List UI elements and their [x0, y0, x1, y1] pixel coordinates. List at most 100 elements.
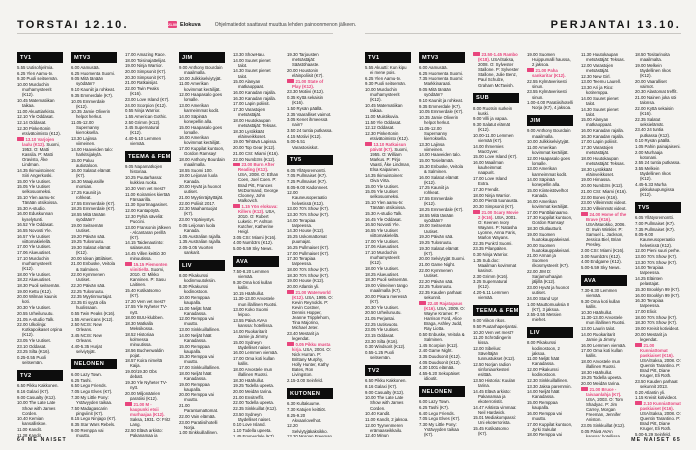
- program-listing: 10.05 Emmerdale (K12).: [71, 98, 105, 109]
- program-listing: 14.45 Elävä arkisto: Pakanamaa ja ekoter…: [473, 388, 511, 404]
- program-listing: 23.35 Pilanpäiten.: [473, 246, 508, 252]
- program-listing: 18.00 70's Show (K7).: [287, 267, 330, 273]
- program-listing: 21.00 Enbuske, Veitola & Salminen.: [71, 261, 115, 272]
- program-listing: 13.30 Lajinsa viimeinen.: [419, 141, 445, 152]
- program-listing: 17.00 Lapin poliisit.: [233, 101, 270, 107]
- program-listing: 9.00 Remppa vai muutto.: [71, 427, 104, 437]
- movie-credits: USA, 2001. O: Keenen Ivory Wayans. P: Na…: [478, 214, 518, 241]
- program-listing: 9.00 Casualty (K12).: [17, 394, 57, 400]
- program-listing: 17.30 Kuppilat kuntoon, Gordon Ramsay!: [527, 215, 573, 226]
- program-listing: 20.50 Urheiluruutu.: [365, 310, 402, 316]
- program-listing: 6.00 Aamusää.: [71, 65, 100, 70]
- program-listing: 11.30-13.00 Arvostele mun illallinen Ruo…: [581, 315, 626, 326]
- program-listing: 2.35 Vaaralliset vaimot.: [287, 111, 332, 117]
- program-listing: 15.00 Tosielämää.: [419, 158, 454, 164]
- program-listing: 23.25 Silta (K16).: [17, 349, 51, 355]
- program-listing: 23.00 Love Island (K7).: [125, 96, 170, 102]
- program-listing: 19.00 House (K12).: [287, 278, 325, 284]
- program-listing: 16.00 Lemmen viemää.: [233, 350, 278, 356]
- program-listing: 0.50 Enbuske, Veitola & Salminen.: [419, 331, 465, 342]
- program-listing: 17.00 Oma koti kullan kallis.: [233, 356, 275, 367]
- program-listing: 9.35 Emmerdale (K7).: [71, 92, 114, 98]
- program-listing: 10.00 Julkkiselviytyjät.: [179, 75, 222, 81]
- program-listing: 13.00 70's Show (K7).: [287, 206, 330, 212]
- program-listing: 1.00 Sinkkuillallinen.: [179, 430, 218, 436]
- program-listing: 19.25 Todella upeeta.: [233, 383, 275, 389]
- program-listing: 16.50 Novosti Yle.: [365, 222, 400, 228]
- program-listing: 22.00 Twin Peaks (K16).: [125, 86, 159, 97]
- program-listing: 20.00 Simpsonit (K7).: [125, 69, 167, 75]
- program-listing: 20.00 Vaaralliset vaimot.: [635, 78, 667, 89]
- movie-listing: 0.05 Pikku musta kirja. USA, 2004. O: Ni…: [287, 342, 333, 378]
- program-listing: 21.00 Nainen joka söi talonsa.: [635, 95, 677, 106]
- program-listing: 8.16 Galaxi (K7).: [365, 383, 398, 389]
- program-listing: 1.55 Americans (K12).: [71, 316, 114, 322]
- program-listing: 3.50 24 tuntia putkassa.: [287, 128, 333, 134]
- program-listing: 22.00 Poliisit 2017.: [179, 200, 216, 206]
- program-listing: 19.00 Seitsemän Uutiset.: [419, 223, 452, 234]
- movie-title: 13.10 Ratkaisun päivät (K7).: [370, 141, 406, 152]
- program-listing: 0.55 Ninja Warrior.: [125, 108, 161, 114]
- program-listing: 16.00 Kanadan rajalla.: [581, 128, 625, 134]
- program-listing: 14.30 Suuret pienet talot.: [233, 68, 271, 79]
- program-listing: 14.00 Suuret pienet talot.: [233, 57, 271, 68]
- program-listing: 4.20-5.11 Lemmen viemää.: [473, 290, 509, 301]
- movie-title: 21.00 Kunniattomat paskiaiset (K16).: [640, 342, 674, 358]
- program-listing: 12.00 Kauneusoperaatio helvetissä (K12).: [287, 190, 327, 206]
- program-listing: 11.00 Neljät häät Kanadassa.: [527, 356, 560, 367]
- program-listing: 4.15 Motiivi (K12).: [287, 133, 322, 139]
- program-listing: 0.05 Leijonan luola Kanada.: [179, 222, 216, 233]
- program-listing: 0.30 Windsorit (K12).: [365, 344, 406, 350]
- movie-credits: Suomi, 1955. O: William Markus. P: Pirjo…: [370, 146, 411, 173]
- channel-header-nelonen: NELONEN: [71, 358, 117, 370]
- program-listing: 18.55 Suomi 100.: [179, 167, 213, 173]
- program-listing: 6.50 Pikku Kakkonen.: [365, 378, 407, 384]
- program-listing: 6.25 Tashi (K7).: [419, 404, 450, 410]
- movie-title: 2.10 Kunniattomat paskiaiset (K16).: [640, 400, 681, 411]
- program-listing: 18.00 Anthony Bourdain maailmalla.: [179, 156, 225, 168]
- program-listing: 7.30 Katujen keittiöt.: [287, 406, 326, 412]
- program-listing: 23.15 Oddasat.: [365, 333, 395, 338]
- program-listing: 8.00 Pikakurssi kodinostoon, 2 jaksoa.: [527, 340, 560, 356]
- program-listing: 1.45 Emmerdale (K7).: [233, 433, 276, 437]
- movie-credits: USA, 2008. O: Ethan Coen, Joel Coen. P: …: [238, 172, 279, 203]
- program-listing: 23.00 Villeimmät videot.: [581, 200, 627, 206]
- movie-legend: 21.00 Elokuva Ohjelmatiedot saattavat mu…: [168, 21, 356, 28]
- movie-listing: 21.00 Paha sankaritar (K12).: [527, 68, 573, 78]
- program-listing: 13.20 Morgan Freeman ja kosmoksen arvoit…: [287, 434, 332, 437]
- movie-listing: 23.50-1.45 Rambo (K18). USA/Saksa, 2008.…: [473, 52, 519, 88]
- program-listing: 23.50 Sydneyn täydelliset naiset.: [233, 411, 271, 422]
- program-listing: 23.05 Yle Uutiset.: [17, 338, 51, 344]
- program-listing: 14.30 Suuret pienet talot.: [581, 106, 619, 117]
- program-listing: 17.00 Oma koti kullan kallis.: [581, 348, 623, 359]
- program-listing: 10.45 Matematiikan taikaa.: [17, 97, 55, 109]
- program-listing: 12.30 Pyhiä säveliä: Puccini.: [125, 213, 164, 224]
- program-listing: 9.00 Villi ja vapaa.: [473, 116, 508, 122]
- program-listing: 7.25 Pullmaiset (K7).: [287, 179, 327, 184]
- program-listing: 22.35 Salatut seksielämät.: [635, 116, 664, 127]
- program-listing: 20.00 Houstonin eläinpoliisit (K7).: [287, 67, 324, 78]
- page-title: PERJANTAI 13.10.: [550, 19, 681, 31]
- movie-title: 21.00 Scary Movie 2 (K16).: [478, 209, 519, 220]
- program-listing: 16.00 Salatut elämät (K7).: [71, 168, 111, 179]
- program-listing: 18.00 Neljät häät Kanadassa.: [179, 370, 212, 381]
- program-listing: 10.40 Kemian kansalliskoe.: [17, 416, 47, 427]
- program-listing: 3.55 Melkein täydellinen rikos (K12).: [635, 166, 671, 182]
- program-listing: 17.00 Kuppilat kuntoon, Jyrki Sukula!: [527, 421, 573, 432]
- program-listing: 17.25 Kauniit ja rohkeat.: [71, 189, 101, 200]
- program-listing: 13.30 Ari ja Rico: kotiremppa.: [581, 84, 614, 96]
- program-listing: 22.00 Kyttä sekaisin (K16).: [635, 105, 674, 116]
- movie-tag-icon: [233, 203, 240, 208]
- program-listing: 6.00 Lazy Town.: [71, 371, 102, 377]
- program-listing: 21.00 Arman ja Suomen rikosmysteerit (K7…: [527, 253, 570, 269]
- program-listing: 13.00 Koko Suomi leipoo.: [233, 307, 269, 318]
- program-listing: 5.00-5.59 Sky News.: [233, 246, 273, 252]
- program-listing: 19.20 Päivän sää.: [419, 234, 454, 240]
- program-listing: 23.30 Silta (K16).: [365, 338, 399, 344]
- program-listing: 21.00 CSI: Miami (K16).: [581, 188, 627, 194]
- program-listing: 15.10 Ylen aamu-tv: Tänään otsikoissa.: [365, 200, 406, 211]
- program-listing: 13.00 Teemu Laurell.: [581, 79, 622, 85]
- program-listing: 9.30 Puoli seitsemän.: [17, 76, 59, 82]
- program-listing: 16.00 Remppa vai muutto.: [527, 410, 562, 421]
- program-listing: 1.00-4.00 Paratiisihotelli Norja (K7), 4…: [527, 100, 573, 111]
